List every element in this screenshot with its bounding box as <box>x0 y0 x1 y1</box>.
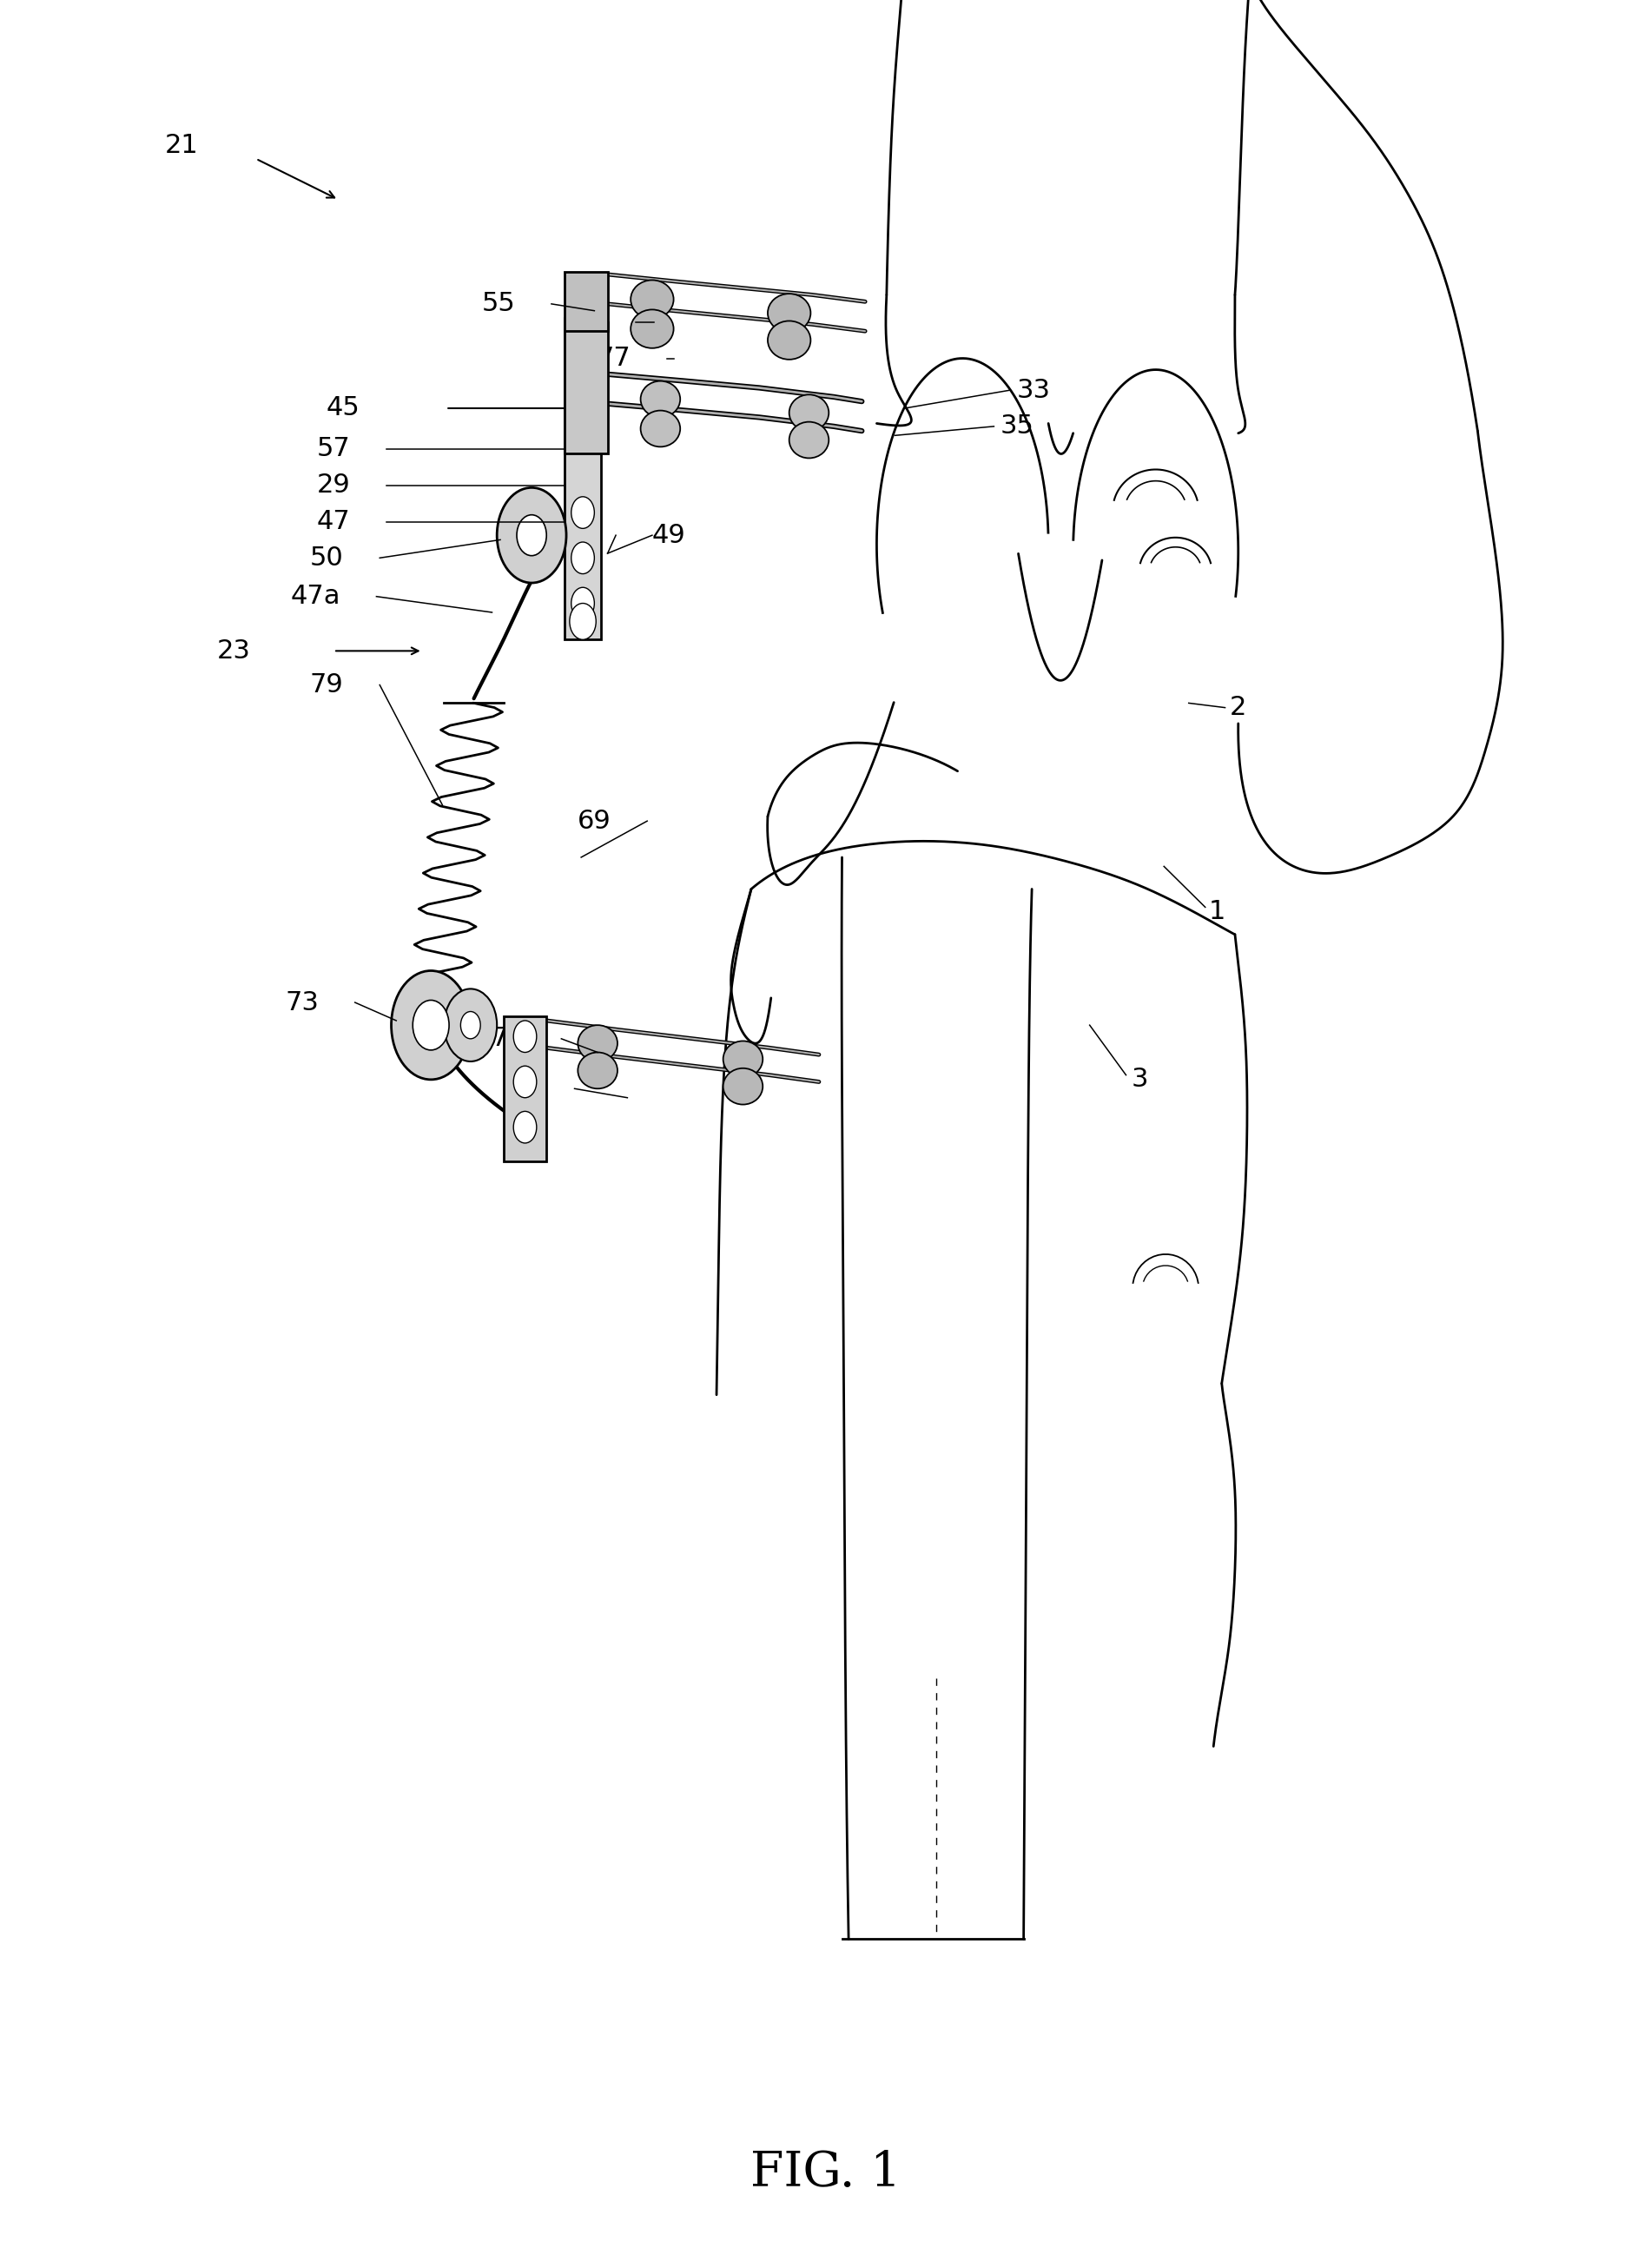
Ellipse shape <box>631 311 674 349</box>
Text: 69: 69 <box>578 807 611 835</box>
Text: 29: 29 <box>317 472 350 499</box>
Circle shape <box>571 542 594 574</box>
Text: 37: 37 <box>505 1075 538 1102</box>
Ellipse shape <box>641 411 680 447</box>
Ellipse shape <box>578 1052 617 1089</box>
Circle shape <box>571 497 594 528</box>
Circle shape <box>391 971 471 1080</box>
Text: 73: 73 <box>286 989 319 1016</box>
Text: 55: 55 <box>482 290 515 318</box>
Text: 79: 79 <box>310 671 343 699</box>
Circle shape <box>570 603 596 640</box>
Text: 47a: 47a <box>291 583 340 610</box>
Text: 49: 49 <box>652 522 685 549</box>
Text: 35: 35 <box>1001 413 1034 440</box>
Ellipse shape <box>578 1025 617 1061</box>
Circle shape <box>461 1012 480 1039</box>
Ellipse shape <box>631 281 674 318</box>
Text: 21: 21 <box>165 132 198 159</box>
FancyBboxPatch shape <box>565 322 608 454</box>
Circle shape <box>413 1000 449 1050</box>
Circle shape <box>571 587 594 619</box>
Text: 23: 23 <box>218 637 251 665</box>
Text: 77: 77 <box>492 1025 525 1052</box>
Text: 77: 77 <box>598 345 631 372</box>
Text: 3: 3 <box>1131 1066 1147 1093</box>
Circle shape <box>513 1111 537 1143</box>
Text: 33: 33 <box>1017 376 1052 404</box>
Text: 57: 57 <box>317 435 350 463</box>
Circle shape <box>497 488 566 583</box>
Text: 1: 1 <box>1209 898 1225 925</box>
Text: 77: 77 <box>566 308 599 336</box>
FancyBboxPatch shape <box>565 272 608 331</box>
Text: 45: 45 <box>327 395 360 422</box>
Ellipse shape <box>641 381 680 417</box>
Text: 50: 50 <box>310 544 343 572</box>
Ellipse shape <box>789 395 829 431</box>
Text: 47: 47 <box>317 508 350 535</box>
Ellipse shape <box>789 422 829 458</box>
Circle shape <box>513 1066 537 1098</box>
Ellipse shape <box>768 322 811 358</box>
Circle shape <box>517 515 546 556</box>
Ellipse shape <box>723 1068 763 1105</box>
FancyBboxPatch shape <box>504 1016 546 1161</box>
Ellipse shape <box>768 295 811 333</box>
Ellipse shape <box>723 1041 763 1077</box>
Text: 2: 2 <box>1230 694 1247 721</box>
Circle shape <box>444 989 497 1061</box>
Circle shape <box>513 1021 537 1052</box>
Text: FIG. 1: FIG. 1 <box>750 2150 901 2195</box>
FancyBboxPatch shape <box>565 318 601 640</box>
